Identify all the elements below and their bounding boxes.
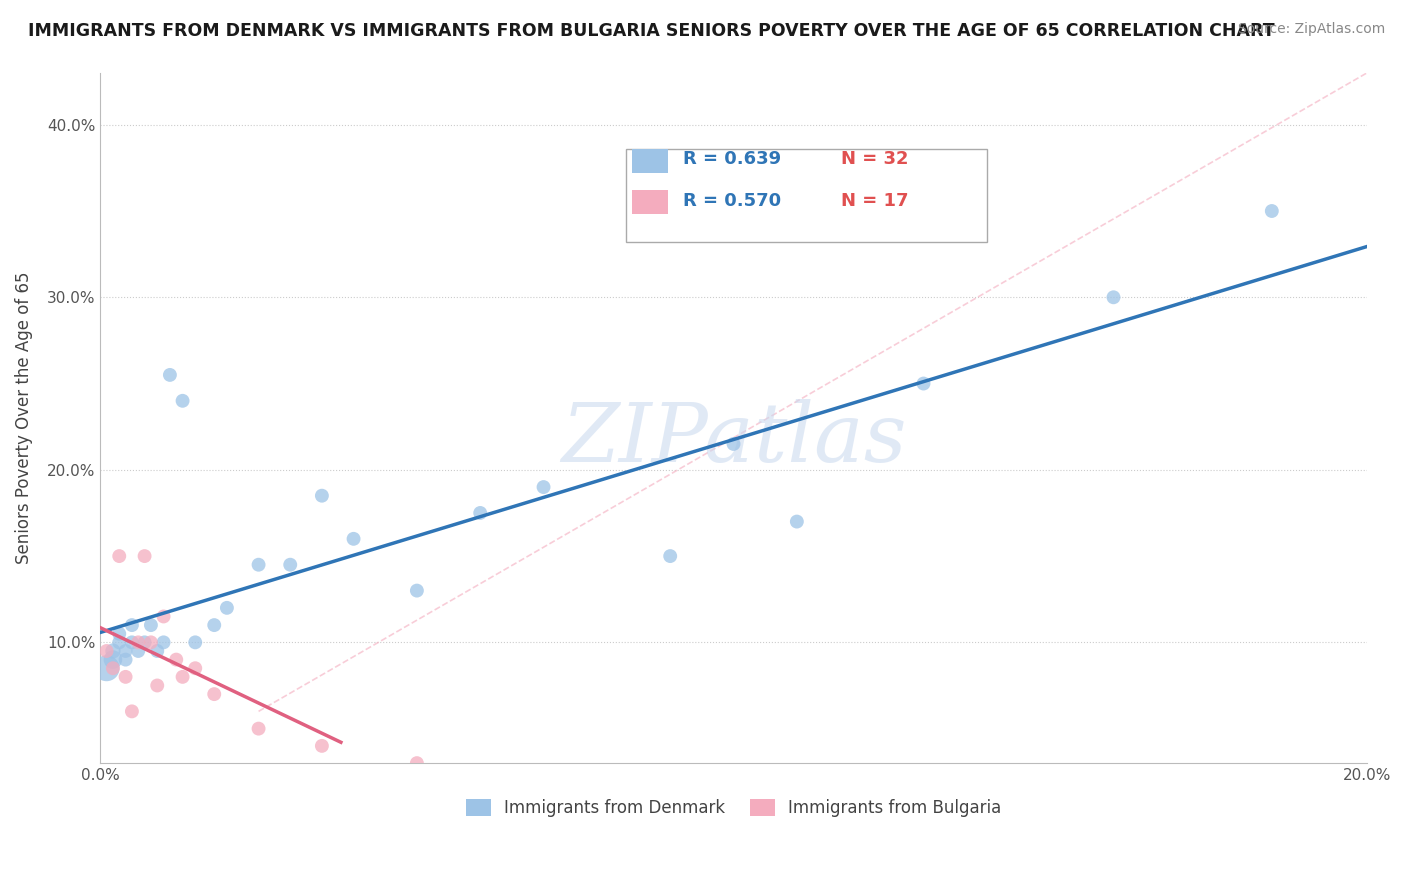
Text: Source: ZipAtlas.com: Source: ZipAtlas.com bbox=[1237, 22, 1385, 37]
Point bbox=[202, 687, 225, 701]
Y-axis label: Seniors Poverty Over the Age of 65: Seniors Poverty Over the Age of 65 bbox=[15, 272, 32, 565]
Text: N = 32: N = 32 bbox=[841, 150, 908, 169]
Point bbox=[101, 652, 124, 666]
Point bbox=[470, 506, 492, 520]
Point bbox=[1102, 290, 1125, 304]
Point bbox=[172, 670, 194, 684]
Point bbox=[311, 489, 333, 503]
Point bbox=[127, 635, 149, 649]
Text: IMMIGRANTS FROM DENMARK VS IMMIGRANTS FROM BULGARIA SENIORS POVERTY OVER THE AGE: IMMIGRANTS FROM DENMARK VS IMMIGRANTS FR… bbox=[28, 22, 1275, 40]
Point bbox=[406, 583, 429, 598]
Point bbox=[533, 480, 555, 494]
Point bbox=[146, 644, 169, 658]
Point bbox=[96, 644, 118, 658]
Point bbox=[152, 635, 174, 649]
Point bbox=[146, 678, 169, 692]
FancyBboxPatch shape bbox=[633, 190, 668, 214]
Point bbox=[134, 635, 156, 649]
Point bbox=[101, 661, 124, 675]
FancyBboxPatch shape bbox=[633, 149, 668, 173]
Point bbox=[406, 756, 429, 771]
Point bbox=[108, 549, 131, 563]
Point bbox=[202, 618, 225, 632]
Point bbox=[659, 549, 682, 563]
Point bbox=[165, 652, 187, 666]
Point bbox=[159, 368, 181, 382]
FancyBboxPatch shape bbox=[626, 149, 987, 242]
Point bbox=[912, 376, 935, 391]
Point bbox=[108, 626, 131, 640]
Point bbox=[114, 670, 136, 684]
Point bbox=[723, 437, 745, 451]
Point bbox=[139, 635, 162, 649]
Point bbox=[247, 722, 270, 736]
Point bbox=[215, 600, 238, 615]
Point bbox=[134, 549, 156, 563]
Point bbox=[172, 393, 194, 408]
Point bbox=[127, 644, 149, 658]
Point bbox=[96, 661, 118, 675]
Point bbox=[101, 644, 124, 658]
Text: R = 0.570: R = 0.570 bbox=[683, 192, 780, 210]
Point bbox=[184, 635, 207, 649]
Text: N = 17: N = 17 bbox=[841, 192, 908, 210]
Point bbox=[247, 558, 270, 572]
Point bbox=[786, 515, 808, 529]
Point bbox=[114, 644, 136, 658]
Point bbox=[114, 652, 136, 666]
Point bbox=[121, 635, 143, 649]
Point bbox=[342, 532, 364, 546]
Text: R = 0.639: R = 0.639 bbox=[683, 150, 780, 169]
Legend: Immigrants from Denmark, Immigrants from Bulgaria: Immigrants from Denmark, Immigrants from… bbox=[458, 792, 1008, 824]
Text: ZIPatlas: ZIPatlas bbox=[561, 399, 907, 479]
Point bbox=[311, 739, 333, 753]
Point bbox=[121, 618, 143, 632]
Point bbox=[152, 609, 174, 624]
Point bbox=[278, 558, 301, 572]
Point bbox=[139, 618, 162, 632]
Point bbox=[1261, 204, 1284, 219]
Point bbox=[108, 635, 131, 649]
Point bbox=[184, 661, 207, 675]
Point bbox=[121, 704, 143, 718]
